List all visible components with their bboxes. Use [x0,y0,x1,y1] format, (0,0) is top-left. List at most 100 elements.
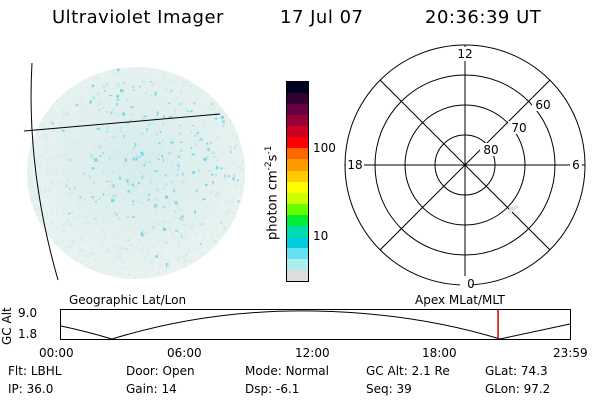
aurora-pixel [230,118,232,122]
aurora-pixel [179,232,182,234]
aurora-pixel [186,223,190,227]
aurora-pixel [118,256,122,260]
aurora-pixel [228,75,231,77]
aurora-pixel [138,174,141,177]
aurora-pixel [160,130,162,133]
aurora-pixel [62,276,64,279]
aurora-pixel [135,182,139,184]
aurora-pixel [119,251,123,255]
aurora-pixel [137,182,140,184]
aurora-pixel [90,221,92,224]
aurora-pixel [232,270,236,275]
aurora-pixel [179,103,182,105]
mlt-label-12: 12 [457,47,472,61]
aurora-pixel [55,84,59,87]
aurora-pixel [155,132,159,136]
aurora-pixel [173,112,177,116]
aurora-pixel [122,81,126,85]
aurora-pixel [180,218,184,222]
aurora-pixel [213,246,215,249]
aurora-pixel [210,252,213,255]
aurora-pixel [235,259,238,262]
aurora-pixel [78,182,80,185]
aurora-pixel [125,247,128,250]
aurora-pixel [81,235,84,239]
aurora-pixel [146,128,148,132]
aurora-pixel [80,129,83,133]
aurora-pixel [151,83,154,87]
colorbar-segment [287,192,308,204]
aurora-pixel [180,189,183,192]
aurora-pixel [101,127,104,130]
aurora-pixel [67,245,72,248]
door-field: Door: Open [126,364,195,378]
aurora-pixel [51,241,54,243]
aurora-pixel [143,138,146,141]
aurora-pixel [49,167,52,170]
aurora-pixel [93,178,95,182]
aurora-pixel [162,122,164,126]
aurora-pixel [197,70,200,72]
aurora-pixel [60,202,63,204]
latitude-line [23,113,221,132]
aurora-pixel [231,217,235,221]
aurora-pixel [45,158,47,161]
aurora-pixel [227,71,230,73]
aurora-pixel [148,83,150,86]
aurora-pixel [167,210,171,213]
aurora-pixel [102,238,106,241]
aurora-pixel [243,179,245,182]
aurora-pixel [110,278,113,279]
timeline-ytick-min: 1.8 [18,327,38,341]
aurora-pixel [239,184,241,187]
aurora-pixel [87,102,91,105]
aurora-pixel [135,157,138,161]
aurora-pixel [160,220,163,222]
aurora-pixel [119,69,121,72]
aurora-pixel [191,225,194,228]
aurora-pixel [233,174,236,177]
mlt-label-18: 18 [347,158,362,172]
aurora-pixel [139,197,142,199]
aurora-pixel [80,238,83,241]
aurora-pixel [162,187,165,190]
aurora-pixel [204,175,207,178]
aurora-pixel [183,101,185,104]
aurora-pixel [50,221,52,224]
aurora-pixel [77,117,81,119]
aurora-pixel [226,110,230,113]
aurora-pixel [207,271,209,275]
aurora-pixel [191,128,195,131]
aurora-pixel [182,238,186,241]
aurora-pixel [63,266,68,270]
aurora-pixel [144,274,147,277]
aurora-pixel [207,89,211,92]
aurora-pixel [135,221,137,224]
aurora-pixel [171,223,174,227]
aurora-pixel [145,251,149,253]
aurora-pixel [189,147,192,150]
aurora-pixel [39,123,42,125]
aurora-pixel [231,223,234,226]
aurora-pixel [189,227,193,230]
aurora-pixel [127,249,130,251]
aurora-pixel [115,98,120,101]
aurora-pixel [83,221,86,224]
aurora-pixel [66,240,69,242]
aurora-pixel [98,147,101,151]
aurora-pixel [67,184,70,187]
aurora-pixel [161,265,165,268]
aurora-pixel [196,246,198,250]
aurora-pixel [51,180,54,184]
aurora-pixel [44,190,46,193]
aurora-pixel [67,142,69,144]
aurora-pixel [135,185,139,188]
aurora-pixel [144,137,147,140]
aurora-pixel [62,173,66,176]
aurora-pixel [75,236,78,238]
aurora-pixel [212,258,216,260]
aurora-pixel [119,127,122,130]
aurora-pixel [65,171,67,175]
aurora-pixel [98,110,102,114]
aurora-pixel [177,238,179,241]
